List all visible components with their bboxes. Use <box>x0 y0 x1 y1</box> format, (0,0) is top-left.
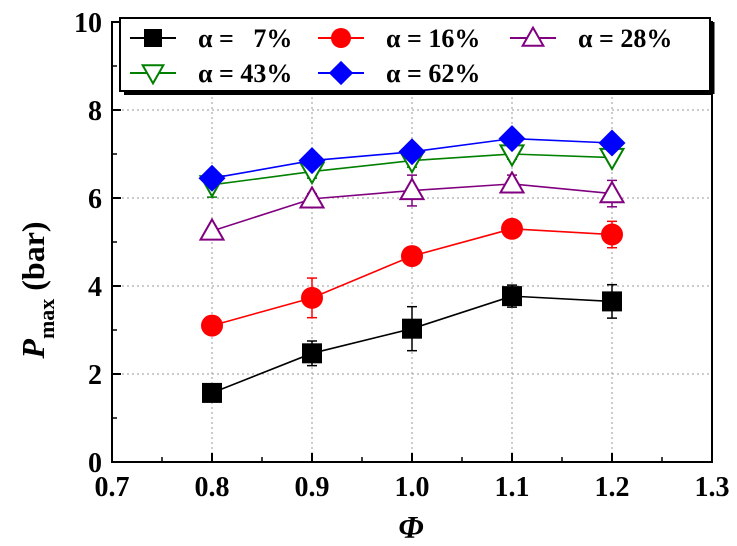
series-layer <box>198 125 626 403</box>
y-tick-label-1: 2 <box>88 360 102 391</box>
axis-labels: Φ Pmax (bar) <box>15 221 424 545</box>
series-2-point-2 <box>398 177 426 201</box>
series-0-point-3 <box>502 286 522 307</box>
legend-marker-0 <box>144 29 162 47</box>
legend-label-2: α = 28% <box>578 24 672 53</box>
x-tick-label-1: 0.8 <box>195 472 230 503</box>
x-axis-label: Φ <box>398 509 423 545</box>
legend-label-1: α = 16% <box>386 24 480 53</box>
series-0-point-1 <box>302 343 322 364</box>
y-tick-label-2: 4 <box>88 272 102 303</box>
series-0 <box>202 283 622 403</box>
series-4-point-1 <box>298 147 326 175</box>
series-2-point-4 <box>598 180 626 204</box>
axes: 0 2 4 6 8 10 0.7 0.8 0.9 1.0 1.1 1.2 1.3 <box>74 8 730 503</box>
series-4-point-2 <box>398 138 426 166</box>
series-1 <box>201 217 623 337</box>
legend-label-0: α = 7% <box>198 24 292 53</box>
series-0-point-2 <box>402 318 422 339</box>
series-4-point-0 <box>198 164 226 192</box>
y-axis-label-sub: max <box>34 299 59 339</box>
x-tick-label-0: 0.7 <box>95 472 130 503</box>
x-tick-label-2: 0.9 <box>295 472 330 503</box>
x-tick-label-3: 1.0 <box>395 472 430 503</box>
legend: α = 7% α = 16% α = 28% α = 43% α = 62% <box>119 17 715 95</box>
series-2 <box>198 170 626 241</box>
series-2-point-1 <box>298 185 326 209</box>
x-tick-label-5: 1.2 <box>595 472 630 503</box>
legend-label-4: α = 62% <box>386 59 480 88</box>
y-tick-label-3: 6 <box>88 184 102 215</box>
x-tick-label-6: 1.3 <box>695 472 730 503</box>
series-0-point-4 <box>602 291 622 312</box>
series-2-point-3 <box>498 170 526 194</box>
series-4-point-3 <box>498 125 526 153</box>
legend-marker-2 <box>520 25 546 47</box>
series-2-point-0 <box>198 217 226 241</box>
legend-marker-4 <box>328 60 354 86</box>
x-tick-label-4: 1.1 <box>495 472 530 503</box>
series-1-point-4 <box>601 223 623 246</box>
series-1-point-3 <box>501 217 523 240</box>
y-axis-label-unit: (bar) <box>15 221 51 290</box>
y-tick-label-4: 8 <box>88 96 102 127</box>
y-tick-label-0: 0 <box>88 448 102 479</box>
y-axis-label: Pmax (bar) <box>15 221 59 359</box>
series-1-point-0 <box>201 314 223 337</box>
series-1-point-2 <box>401 245 423 268</box>
legend-label-3: α = 43% <box>198 59 292 88</box>
series-4 <box>198 125 626 192</box>
legend-marker-3 <box>140 64 166 86</box>
series-4-point-4 <box>598 129 626 157</box>
y-tick-label-5: 10 <box>74 8 102 39</box>
legend-marker-1 <box>331 28 351 48</box>
y-axis-label-main: P <box>15 339 51 360</box>
series-0-point-0 <box>202 382 222 403</box>
series-1-point-1 <box>301 286 323 309</box>
